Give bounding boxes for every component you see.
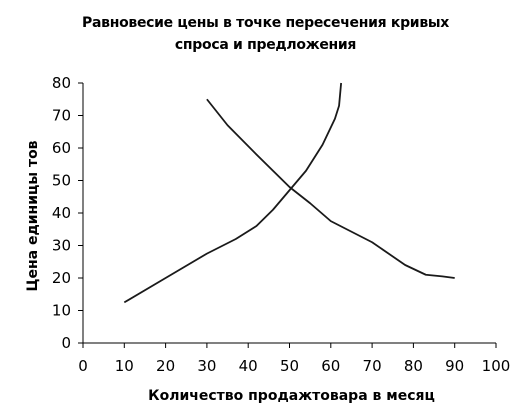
y-tick-label: 60 bbox=[52, 139, 71, 157]
chart-title: Равновесие цены в точке пересечения крив… bbox=[0, 12, 531, 56]
y-ticks: 0 10 20 30 40 50 60 70 80 bbox=[52, 74, 83, 352]
x-tick-label: 50 bbox=[280, 357, 299, 375]
y-tick-label: 50 bbox=[52, 172, 71, 190]
x-tick-label: 80 bbox=[404, 357, 423, 375]
series-line-1 bbox=[123, 82, 343, 304]
x-ticks: 0 10 20 30 40 50 60 70 80 90 100 bbox=[78, 343, 510, 375]
x-tick-label: 70 bbox=[363, 357, 382, 375]
chart-title-line-2: спроса и предложения bbox=[174, 37, 357, 53]
y-tick-label: 0 bbox=[61, 334, 71, 352]
y-tick-label: 80 bbox=[52, 74, 71, 92]
x-tick-label: 0 bbox=[78, 357, 88, 375]
y-tick-label: 70 bbox=[52, 107, 71, 125]
x-tick-label: 20 bbox=[156, 357, 175, 375]
x-tick-label: 90 bbox=[445, 357, 464, 375]
x-tick-label: 100 bbox=[482, 357, 511, 375]
y-axis-label: Цена единицы тов bbox=[25, 140, 41, 291]
y-tick-label: 20 bbox=[52, 269, 71, 287]
y-tick-label: 10 bbox=[52, 302, 71, 320]
series-layer bbox=[123, 82, 455, 304]
x-tick-label: 40 bbox=[239, 357, 258, 375]
x-tick-label: 10 bbox=[115, 357, 134, 375]
chart-title-line-1: Равновесие цены в точке пересечения крив… bbox=[82, 15, 449, 31]
x-tick-label: 60 bbox=[321, 357, 340, 375]
x-axis-label: Количество продажтовара в месяц bbox=[148, 388, 435, 404]
y-tick-label: 30 bbox=[52, 237, 71, 255]
series-line-2 bbox=[206, 98, 455, 279]
y-tick-label: 40 bbox=[52, 204, 71, 222]
x-tick-label: 30 bbox=[197, 357, 216, 375]
